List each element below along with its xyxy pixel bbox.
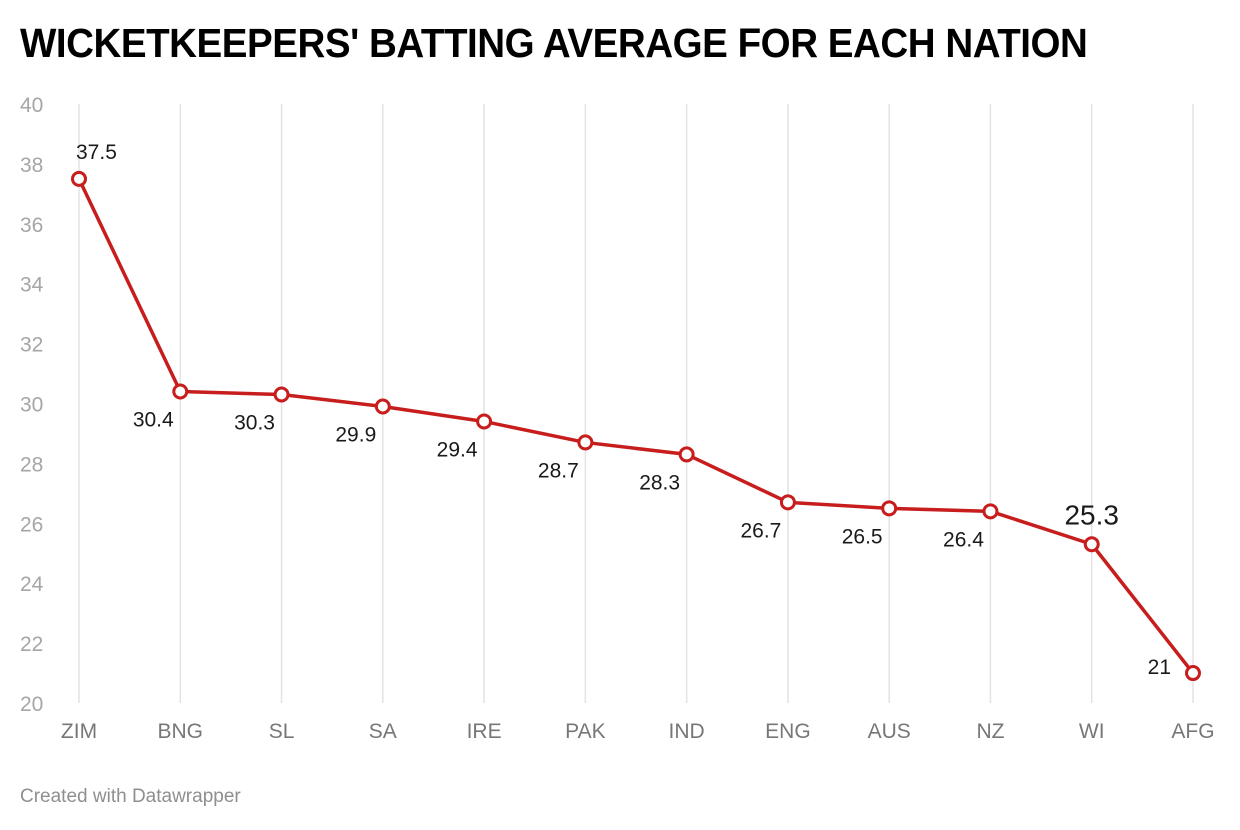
series <box>71 170 1201 682</box>
data-point <box>1185 665 1201 682</box>
data-point <box>678 446 695 463</box>
x-tick-label: NZ <box>976 720 1004 743</box>
x-tick-label: AUS <box>868 720 911 743</box>
data-label: 28.3 <box>639 471 680 494</box>
data-point <box>577 434 594 451</box>
x-tick-label: AFG <box>1171 720 1214 743</box>
data-point <box>273 386 290 403</box>
data-label: 25.3 <box>1064 499 1119 530</box>
series-line <box>77 178 1195 675</box>
y-tick-label: 38 <box>20 154 43 177</box>
data-label: 37.5 <box>76 141 117 164</box>
x-tick-label: PAK <box>565 720 605 743</box>
data-point <box>172 383 189 400</box>
data-point <box>71 170 87 187</box>
y-tick-label: 40 <box>20 94 43 117</box>
y-tick-label: 36 <box>20 214 43 237</box>
data-point <box>1083 536 1100 553</box>
data-label: 30.4 <box>133 409 174 432</box>
y-tick-label: 20 <box>20 693 43 716</box>
chart-title: WICKETKEEPERS' BATTING AVERAGE FOR EACH … <box>20 20 1088 66</box>
y-tick-label: 30 <box>20 394 43 417</box>
data-point <box>476 413 493 430</box>
data-label: 26.4 <box>943 528 984 551</box>
y-tick-label: 22 <box>20 633 43 656</box>
data-point <box>982 503 999 520</box>
x-tick-label: SL <box>269 720 295 743</box>
data-label: 28.7 <box>538 459 579 482</box>
data-label: 29.9 <box>335 423 376 446</box>
y-axis: 40 38 36 34 32 30 28 26 24 22 20 <box>20 94 44 716</box>
x-tick-label: IND <box>669 720 705 743</box>
y-tick-label: 32 <box>20 334 43 357</box>
footer-credit: Created with Datawrapper <box>20 786 241 807</box>
gridlines <box>78 104 1194 703</box>
data-point <box>779 494 796 511</box>
data-label: 26.5 <box>842 525 883 548</box>
data-point <box>881 500 898 517</box>
y-tick-label: 24 <box>20 573 44 596</box>
data-point <box>374 398 391 415</box>
x-axis: ZIM BNG SL SA IRE PAK IND ENG AUS NZ WI AFG <box>61 720 1215 743</box>
x-tick-label: BNG <box>158 720 204 743</box>
x-tick-label: WI <box>1079 720 1105 743</box>
x-tick-label: ENG <box>765 720 811 743</box>
x-tick-label: SA <box>369 720 397 743</box>
data-label: 26.7 <box>740 519 781 542</box>
data-label: 29.4 <box>437 438 478 461</box>
y-tick-label: 34 <box>20 274 44 297</box>
data-labels: 37.5 30.4 30.3 29.9 29.4 28.7 28.3 26.7 26.5 26.4… <box>76 141 1171 679</box>
y-tick-label: 28 <box>20 453 43 476</box>
data-label: 21 <box>1148 656 1171 679</box>
y-tick-label: 26 <box>20 513 43 536</box>
x-tick-label: ZIM <box>61 720 97 743</box>
x-tick-label: IRE <box>467 720 502 743</box>
data-label: 30.3 <box>234 412 275 435</box>
